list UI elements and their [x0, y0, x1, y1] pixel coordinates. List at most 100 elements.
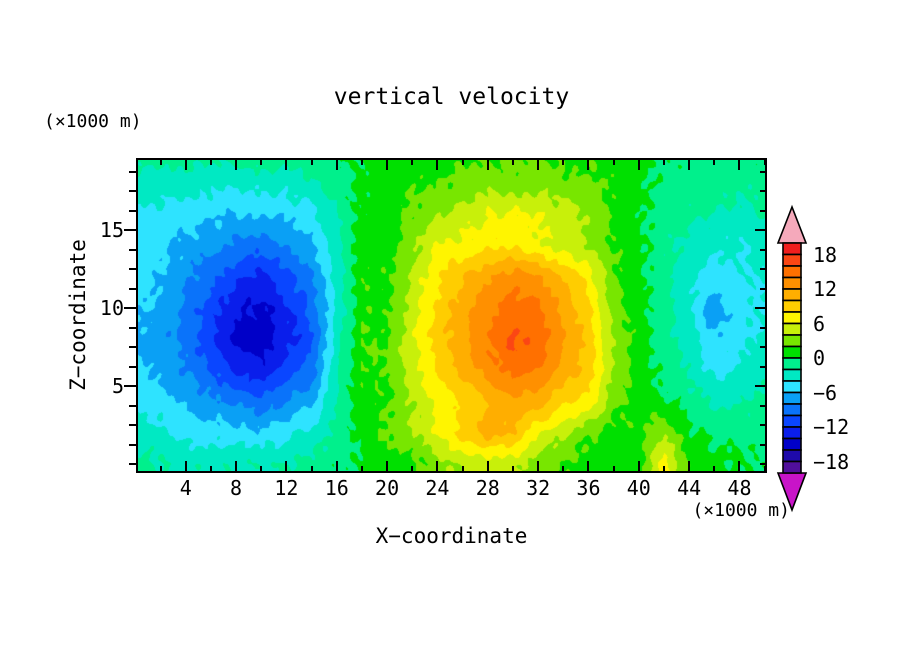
x-minor-tick: [310, 466, 313, 473]
x-minor-tick: [209, 158, 212, 165]
y-minor-tick: [760, 268, 767, 270]
y-major-tick: [124, 229, 136, 231]
colorbar-over-arrow: [776, 204, 808, 244]
y-tick-label: 10: [99, 296, 124, 320]
x-major-tick: [235, 158, 238, 170]
x-major-tick: [486, 461, 489, 473]
colorbar: [776, 204, 808, 513]
x-minor-tick: [511, 466, 514, 473]
x-minor-tick: [562, 466, 565, 473]
y-minor-tick: [760, 443, 767, 446]
colorbar-swatch: [782, 288, 802, 302]
x-major-tick: [587, 461, 590, 473]
x-minor-tick: [562, 158, 565, 165]
colorbar-swatch: [782, 403, 802, 417]
x-major-tick: [335, 461, 338, 473]
x-major-tick: [436, 461, 439, 473]
x-tick-label: 24: [425, 476, 450, 500]
x-minor-tick: [310, 158, 313, 165]
y-major-tick: [755, 307, 767, 309]
x-tick-label: 12: [274, 476, 299, 500]
x-minor-tick: [209, 466, 212, 473]
contour-field: [136, 158, 767, 473]
x-major-tick: [688, 158, 691, 170]
x-major-tick: [637, 461, 640, 473]
x-minor-tick: [612, 158, 615, 165]
x-minor-tick: [411, 466, 414, 473]
y-minor-tick: [760, 326, 767, 329]
colorbar-tick-label: 0: [813, 346, 826, 370]
y-minor-tick: [129, 404, 136, 407]
colorbar-swatch: [782, 368, 802, 382]
y-minor-tick: [129, 463, 136, 465]
x-tick-label: 32: [526, 476, 551, 500]
x-major-tick: [235, 461, 238, 473]
x-tick-label: 28: [475, 476, 500, 500]
x-major-tick: [285, 461, 288, 473]
y-minor-tick: [760, 209, 767, 212]
x-major-tick: [537, 461, 540, 473]
y-major-tick: [755, 229, 767, 231]
x-minor-tick: [411, 158, 414, 165]
y-minor-tick: [129, 287, 136, 290]
colorbar-swatch: [782, 322, 802, 336]
y-major-tick: [755, 385, 767, 387]
x-minor-tick: [612, 466, 615, 473]
x-major-tick: [285, 158, 288, 170]
y-minor-tick: [129, 190, 136, 192]
x-major-tick: [486, 158, 489, 170]
x-minor-tick: [159, 466, 162, 473]
plot-frame: [136, 158, 767, 473]
y-minor-tick: [129, 424, 136, 426]
x-minor-tick: [461, 466, 464, 473]
y-minor-tick: [760, 365, 767, 368]
colorbar-under-arrow: [776, 472, 808, 513]
x-major-tick: [436, 158, 439, 170]
x-major-tick: [587, 158, 590, 170]
x-major-tick: [184, 158, 187, 170]
y-minor-tick: [760, 424, 767, 426]
colorbar-swatch: [782, 242, 802, 256]
colorbar-swatch: [782, 334, 802, 348]
x-major-tick: [738, 461, 741, 473]
colorbar-swatch: [782, 437, 802, 451]
x-tick-label: 36: [576, 476, 601, 500]
x-minor-tick: [260, 158, 263, 165]
y-minor-tick: [129, 443, 136, 446]
x-major-tick: [637, 158, 640, 170]
colorbar-swatch: [782, 391, 802, 405]
x-minor-tick: [360, 466, 363, 473]
x-major-tick: [688, 461, 691, 473]
colorbar-swatch: [782, 265, 802, 279]
x-major-tick: [386, 461, 389, 473]
colorbar-swatch: [782, 276, 802, 290]
colorbar-swatch: [782, 380, 802, 394]
colorbar-tick-label: −6: [813, 380, 838, 405]
y-axis-unit-label: (×1000 m): [44, 111, 142, 132]
y-minor-tick: [760, 404, 767, 407]
x-minor-tick: [713, 466, 716, 473]
x-minor-tick: [511, 158, 514, 165]
x-minor-tick: [763, 466, 766, 473]
x-axis-unit-label: (×1000 m): [692, 500, 790, 521]
colorbar-tick-label: 12: [813, 277, 838, 301]
x-minor-tick: [662, 158, 665, 165]
colorbar-swatch: [782, 311, 802, 325]
y-minor-tick: [129, 346, 136, 348]
y-minor-tick: [760, 170, 767, 173]
colorbar-swatch: [782, 460, 802, 474]
x-tick-label: 40: [626, 476, 651, 500]
y-minor-tick: [129, 170, 136, 173]
x-tick-label: 16: [324, 476, 349, 500]
y-tick-label: 5: [111, 374, 124, 398]
x-tick-label: 20: [375, 476, 400, 500]
x-minor-tick: [763, 158, 766, 165]
y-minor-tick: [760, 463, 767, 465]
y-minor-tick: [129, 248, 136, 251]
x-minor-tick: [713, 158, 716, 165]
y-minor-tick: [760, 346, 767, 348]
y-minor-tick: [760, 248, 767, 251]
x-minor-tick: [260, 466, 263, 473]
colorbar-swatch: [782, 357, 802, 371]
